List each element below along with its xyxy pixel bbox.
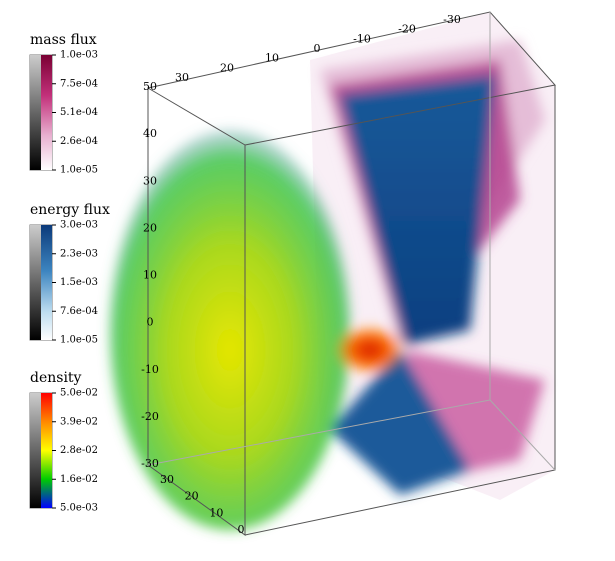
colorbar-tick-label: 5.0e-02: [60, 388, 98, 399]
colorbar-gradient: [41, 55, 52, 170]
axis-tick-label: -10: [353, 32, 371, 45]
colorbar-gradient: [41, 393, 52, 508]
colorbar-tick-label: 7.5e-04: [60, 78, 98, 89]
colorbar-tick-label: 1.6e-02: [60, 474, 98, 485]
axis-tick-label: 50: [143, 80, 157, 93]
colorbar-gradient: [41, 225, 52, 340]
axis-tick-label: -30: [443, 13, 461, 26]
axis-tick-label: 20: [143, 221, 157, 234]
colorbar-wedge: [30, 393, 41, 508]
axis-tick-label: 20: [220, 61, 234, 74]
colorbar-title: energy flux: [30, 202, 110, 218]
colorbar-tick-label: 1.0e-05: [60, 165, 98, 176]
axis-tick-label: 10: [143, 269, 157, 282]
colorbar-tick-label: 3.0e-03: [60, 220, 98, 231]
colorbar-tick-label: 1.0e-05: [60, 335, 98, 346]
axis-tick-label: -20: [398, 23, 416, 36]
colorbar-wedge: [30, 225, 41, 340]
colorbar-tick-label: 2.3e-03: [60, 248, 98, 259]
colorbar-wedge: [30, 55, 41, 170]
axis-tick-label: 0: [238, 523, 245, 536]
colorbar-tick-label: 2.6e-04: [60, 136, 98, 147]
axis-tick-label: 40: [143, 127, 157, 140]
axis-tick-label: 10: [209, 506, 223, 519]
axis-tick-label: -10: [141, 363, 159, 376]
colorbar-title: mass flux: [30, 32, 97, 48]
colorbar-title: density: [30, 370, 82, 386]
axis-tick-label: 30: [160, 473, 174, 486]
axis-tick-label: -20: [141, 410, 159, 423]
colorbar-tick-label: 5.1e-04: [60, 107, 98, 118]
axis-tick-label: 10: [265, 52, 279, 65]
colorbar-tick-label: 1.5e-03: [60, 277, 98, 288]
axis-tick-label: 30: [175, 71, 189, 84]
axis-tick-label: 30: [143, 174, 157, 187]
axis-tick-label: 0: [147, 316, 154, 329]
colorbar-tick-label: 7.6e-04: [60, 306, 98, 317]
colorbar-tick-label: 1.0e-03: [60, 50, 98, 61]
volume: [110, 11, 556, 536]
axis-tick-label: 0: [314, 42, 321, 55]
axis-tick-label: 20: [185, 490, 199, 503]
axis-tick-label: -30: [141, 457, 159, 470]
colorbar-tick-label: 5.0e-03: [60, 503, 98, 514]
colorbar-tick-label: 2.8e-02: [60, 445, 98, 456]
colorbar-tick-label: 3.9e-02: [60, 416, 98, 427]
